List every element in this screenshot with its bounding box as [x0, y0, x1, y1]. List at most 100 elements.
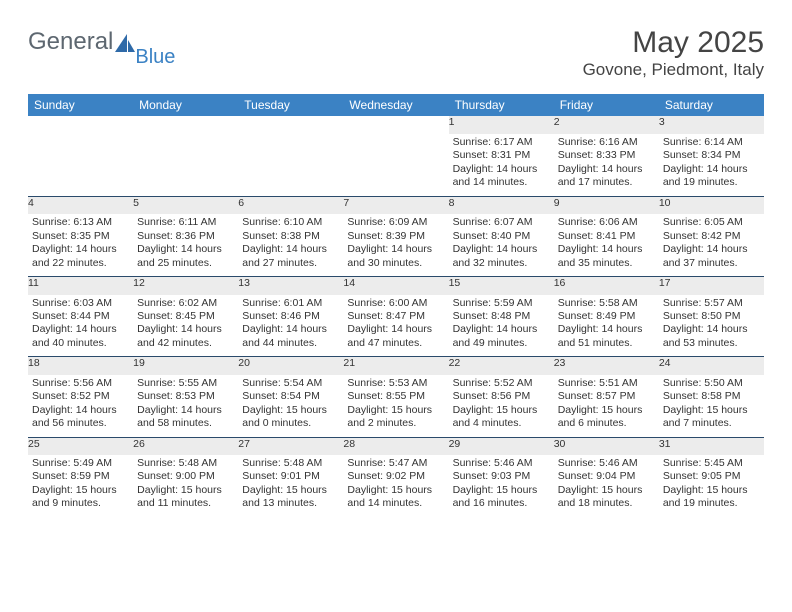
- day-number-row: 25262728293031: [28, 437, 764, 455]
- day-info-line: Daylight: 15 hours: [347, 484, 444, 497]
- day-info-line: Daylight: 15 hours: [558, 484, 655, 497]
- day-cell: Sunrise: 6:01 AMSunset: 8:46 PMDaylight:…: [238, 295, 343, 357]
- weekday-header: Monday: [133, 94, 238, 116]
- day-info-line: Daylight: 14 hours: [32, 243, 129, 256]
- day-cell: [133, 134, 238, 194]
- day-info-line: and 16 minutes.: [453, 497, 550, 510]
- day-info-line: Sunrise: 6:09 AM: [347, 216, 444, 229]
- day-info-line: Daylight: 14 hours: [663, 163, 760, 176]
- day-info-line: Sunset: 8:44 PM: [32, 310, 129, 323]
- day-info-line: and 4 minutes.: [453, 417, 550, 430]
- day-cell: Sunrise: 6:13 AMSunset: 8:35 PMDaylight:…: [28, 214, 133, 276]
- day-info-line: Sunrise: 6:03 AM: [32, 297, 129, 310]
- day-content-row: Sunrise: 6:13 AMSunset: 8:35 PMDaylight:…: [28, 214, 764, 276]
- day-info-line: Sunrise: 5:52 AM: [453, 377, 550, 390]
- day-number: 6: [238, 196, 343, 214]
- day-info-line: Sunrise: 6:07 AM: [453, 216, 550, 229]
- day-cell: Sunrise: 5:52 AMSunset: 8:56 PMDaylight:…: [449, 375, 554, 437]
- day-number: 10: [659, 196, 764, 214]
- day-content-row: Sunrise: 6:17 AMSunset: 8:31 PMDaylight:…: [28, 134, 764, 196]
- day-number: 1: [449, 116, 554, 134]
- day-number: 3: [659, 116, 764, 134]
- day-info-line: Sunrise: 5:45 AM: [663, 457, 760, 470]
- page-subtitle: Govone, Piedmont, Italy: [583, 60, 764, 80]
- day-info-line: Sunrise: 5:46 AM: [558, 457, 655, 470]
- day-info-line: Sunrise: 5:48 AM: [137, 457, 234, 470]
- day-info-line: Sunrise: 6:06 AM: [558, 216, 655, 229]
- day-info-line: and 19 minutes.: [663, 497, 760, 510]
- day-info-line: and 18 minutes.: [558, 497, 655, 510]
- day-number: 11: [28, 277, 133, 295]
- day-info-line: Sunrise: 6:11 AM: [137, 216, 234, 229]
- day-info-line: and 53 minutes.: [663, 337, 760, 350]
- day-info-line: Sunset: 8:31 PM: [453, 149, 550, 162]
- day-info-line: Sunset: 8:38 PM: [242, 230, 339, 243]
- day-info-line: Daylight: 15 hours: [137, 484, 234, 497]
- day-info-line: Sunset: 8:52 PM: [32, 390, 129, 403]
- day-cell: Sunrise: 6:06 AMSunset: 8:41 PMDaylight:…: [554, 214, 659, 276]
- day-content-row: Sunrise: 6:03 AMSunset: 8:44 PMDaylight:…: [28, 295, 764, 357]
- day-info-line: Sunset: 8:56 PM: [453, 390, 550, 403]
- day-info-line: Sunset: 9:05 PM: [663, 470, 760, 483]
- day-cell: Sunrise: 5:49 AMSunset: 8:59 PMDaylight:…: [28, 455, 133, 517]
- day-number: 27: [238, 437, 343, 455]
- day-info-line: Sunset: 9:00 PM: [137, 470, 234, 483]
- day-info-line: Sunrise: 5:46 AM: [453, 457, 550, 470]
- day-number: 24: [659, 357, 764, 375]
- day-number-row: 123: [28, 116, 764, 134]
- day-number: 2: [554, 116, 659, 134]
- day-cell: Sunrise: 6:09 AMSunset: 8:39 PMDaylight:…: [343, 214, 448, 276]
- title-block: May 2025 Govone, Piedmont, Italy: [583, 28, 764, 80]
- day-info-line: Sunrise: 5:59 AM: [453, 297, 550, 310]
- day-cell: Sunrise: 5:45 AMSunset: 9:05 PMDaylight:…: [659, 455, 764, 517]
- header: General Blue May 2025 Govone, Piedmont, …: [28, 28, 764, 80]
- day-info-line: and 7 minutes.: [663, 417, 760, 430]
- day-info-line: Daylight: 14 hours: [32, 323, 129, 336]
- day-cell: Sunrise: 6:14 AMSunset: 8:34 PMDaylight:…: [659, 134, 764, 196]
- day-info-line: and 51 minutes.: [558, 337, 655, 350]
- day-info-line: Sunset: 8:41 PM: [558, 230, 655, 243]
- day-cell: Sunrise: 6:00 AMSunset: 8:47 PMDaylight:…: [343, 295, 448, 357]
- day-number: [28, 116, 133, 134]
- day-info-line: Sunrise: 5:58 AM: [558, 297, 655, 310]
- day-info-line: Daylight: 14 hours: [453, 323, 550, 336]
- day-number: 19: [133, 357, 238, 375]
- day-info-line: Daylight: 15 hours: [453, 484, 550, 497]
- day-info-line: and 35 minutes.: [558, 257, 655, 270]
- day-info-line: Sunrise: 5:53 AM: [347, 377, 444, 390]
- day-info-line: Daylight: 15 hours: [347, 404, 444, 417]
- day-number: 12: [133, 277, 238, 295]
- day-info-line: and 49 minutes.: [453, 337, 550, 350]
- day-number: 8: [449, 196, 554, 214]
- day-number: 21: [343, 357, 448, 375]
- day-info-line: and 22 minutes.: [32, 257, 129, 270]
- day-info-line: Sunset: 9:02 PM: [347, 470, 444, 483]
- day-info-line: and 11 minutes.: [137, 497, 234, 510]
- day-info-line: Sunset: 9:01 PM: [242, 470, 339, 483]
- day-cell: Sunrise: 5:53 AMSunset: 8:55 PMDaylight:…: [343, 375, 448, 437]
- day-cell: Sunrise: 5:56 AMSunset: 8:52 PMDaylight:…: [28, 375, 133, 437]
- page-title: May 2025: [583, 28, 764, 58]
- day-info-line: Daylight: 15 hours: [558, 404, 655, 417]
- day-info-line: Sunrise: 6:13 AM: [32, 216, 129, 229]
- day-info-line: Sunrise: 5:50 AM: [663, 377, 760, 390]
- day-cell: [238, 134, 343, 194]
- day-info-line: Sunrise: 5:54 AM: [242, 377, 339, 390]
- day-info-line: and 47 minutes.: [347, 337, 444, 350]
- day-info-line: Sunrise: 6:14 AM: [663, 136, 760, 149]
- day-info-line: Sunset: 8:59 PM: [32, 470, 129, 483]
- logo-sail-icon: [115, 34, 137, 54]
- day-number: 9: [554, 196, 659, 214]
- day-info-line: Sunrise: 6:02 AM: [137, 297, 234, 310]
- day-info-line: Sunrise: 5:48 AM: [242, 457, 339, 470]
- day-info-line: and 13 minutes.: [242, 497, 339, 510]
- day-info-line: and 19 minutes.: [663, 176, 760, 189]
- day-info-line: Sunset: 8:55 PM: [347, 390, 444, 403]
- day-number: 25: [28, 437, 133, 455]
- day-number: 14: [343, 277, 448, 295]
- day-cell: Sunrise: 5:57 AMSunset: 8:50 PMDaylight:…: [659, 295, 764, 357]
- weekday-header: Saturday: [659, 94, 764, 116]
- day-info-line: Sunset: 8:34 PM: [663, 149, 760, 162]
- day-info-line: and 37 minutes.: [663, 257, 760, 270]
- day-cell: Sunrise: 6:11 AMSunset: 8:36 PMDaylight:…: [133, 214, 238, 276]
